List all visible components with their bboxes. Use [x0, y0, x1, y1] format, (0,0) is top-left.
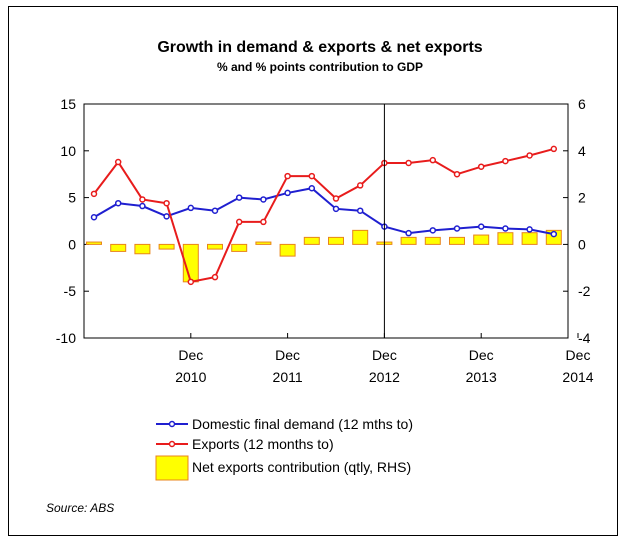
left-tick-label: 0	[68, 236, 76, 252]
exports-point	[284, 172, 291, 180]
net-exports-bar	[158, 243, 175, 250]
exports-point	[477, 163, 485, 170]
left-tick-label: 10	[60, 143, 76, 159]
x-tick-label: Dec	[566, 347, 591, 363]
legend-marker-exports	[168, 440, 176, 448]
demand-point	[139, 202, 146, 210]
demand-point	[308, 184, 316, 192]
left-tick-label: -5	[64, 283, 77, 299]
x-tick-year: 2012	[369, 369, 400, 385]
x-tick-label: Dec	[275, 347, 300, 363]
demand-point	[477, 223, 485, 230]
exports-point	[139, 196, 146, 203]
net-exports-bar	[328, 236, 344, 245]
demand-point	[235, 194, 243, 201]
right-tick-label: 0	[578, 236, 586, 252]
net-exports-bar	[352, 229, 369, 245]
legend-label-demand: Domestic final demand (12 mths to)	[192, 416, 413, 432]
net-exports-bar	[86, 241, 102, 245]
plot-area	[83, 103, 569, 339]
demand-point	[550, 230, 558, 238]
net-exports-bar	[303, 236, 320, 245]
demand-point	[284, 189, 291, 197]
net-exports-bar	[279, 243, 296, 257]
left-tick-label: 15	[60, 96, 76, 112]
right-tick-label: 6	[578, 96, 586, 112]
exports-point	[308, 172, 316, 180]
demand-point	[453, 225, 461, 232]
left-tick-label: -10	[56, 330, 76, 346]
net-exports-bar	[207, 243, 223, 250]
exports-point	[235, 218, 243, 226]
demand-point	[502, 225, 509, 232]
right-tick-label: 4	[578, 143, 586, 159]
x-tick-label: Dec	[372, 347, 397, 363]
net-exports-bar	[110, 243, 127, 252]
chart-subtitle: % and % points contribution to GDP	[217, 60, 423, 74]
net-exports-bar	[255, 241, 272, 245]
exports-point	[453, 170, 461, 178]
exports-point	[356, 182, 364, 189]
net-exports-bar	[497, 232, 514, 245]
legend-label-exports: Exports (12 months to)	[192, 436, 334, 452]
legend-marker-demand	[168, 420, 176, 428]
net-exports-bar	[400, 236, 417, 245]
demand-point	[429, 227, 437, 234]
exports-point	[332, 195, 340, 202]
exports-point	[90, 190, 98, 198]
exports-point	[405, 159, 412, 167]
net-exports-bar	[231, 243, 248, 252]
demand-point	[526, 226, 533, 233]
x-tick-year: 2010	[175, 369, 206, 385]
exports-point	[114, 158, 122, 166]
demand-point	[405, 229, 412, 237]
exports-point	[187, 278, 195, 286]
right-tick-label: -4	[578, 330, 591, 346]
x-tick-label: Dec	[469, 347, 494, 363]
net-exports-bar	[424, 236, 441, 245]
net-exports-bar	[134, 243, 151, 255]
net-exports-bar	[521, 232, 538, 245]
net-exports-bar	[473, 234, 490, 245]
demand-point	[332, 205, 340, 213]
x-tick-year: 2013	[466, 369, 497, 385]
x-tick-year: 2011	[273, 369, 303, 385]
legend-swatch-net-exports	[155, 455, 189, 481]
exports-point	[550, 145, 558, 153]
demand-point	[260, 196, 267, 203]
demand-point	[211, 207, 219, 214]
source-note: Source: ABS	[46, 501, 114, 515]
left-tick-label: 5	[68, 190, 76, 206]
exports-point	[211, 273, 219, 281]
net-exports-bar	[449, 236, 465, 245]
legend: Domestic final demand (12 mths to) Expor…	[155, 416, 413, 481]
exports-series-line	[93, 147, 555, 283]
x-tick-year: 2014	[562, 369, 593, 385]
demand-point	[114, 199, 122, 207]
exports-point	[502, 157, 509, 165]
exports-point	[526, 152, 533, 159]
demand-point	[163, 213, 170, 220]
right-tick-label: 2	[578, 190, 586, 206]
demand-point	[90, 214, 98, 221]
right-tick-label: -2	[578, 283, 591, 299]
chart-title: Growth in demand & exports & net exports	[157, 39, 482, 56]
exports-point	[260, 218, 267, 226]
demand-point	[356, 207, 364, 214]
exports-point	[429, 156, 437, 164]
x-tick-label: Dec	[178, 347, 203, 363]
exports-point	[163, 199, 170, 207]
demand-point	[187, 204, 195, 212]
legend-label-net-exports: Net exports contribution (qtly, RHS)	[192, 459, 411, 475]
